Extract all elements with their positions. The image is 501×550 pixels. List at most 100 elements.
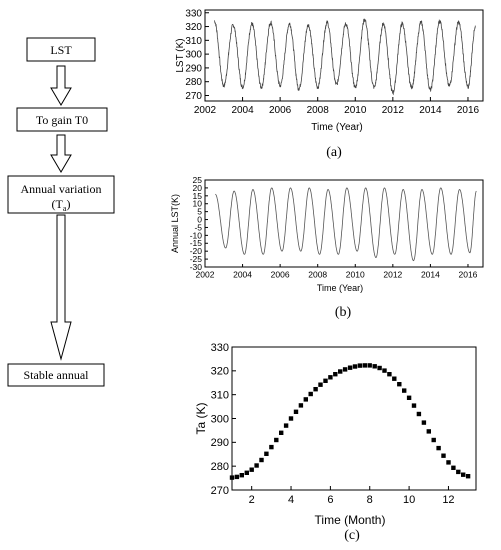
x-tick-label: 2012 — [382, 105, 405, 116]
y-tick-label: 310 — [185, 36, 202, 47]
chart-ta-monthly: 270 280 290 300 310 320 330 2 4 6 8 10 12 Time (Mon… — [194, 342, 477, 527]
chart-c-point — [392, 376, 397, 381]
y-tick-label: -30 — [190, 262, 203, 272]
y-tick-label: 330 — [185, 8, 202, 19]
y-tick-label: 15 — [193, 191, 203, 201]
flow-box-stable-annual — [7, 363, 105, 387]
x-tick-label: 8 — [367, 494, 373, 506]
y-tick-label: 300 — [211, 413, 229, 425]
chart-c-point — [387, 372, 392, 377]
chart-b-frame — [204, 179, 484, 268]
flow-arrow-3 — [50, 214, 72, 361]
y-tick-label: -10 — [190, 230, 203, 240]
chart-c-point — [283, 423, 289, 428]
y-tick-label: 290 — [185, 63, 202, 74]
chart-b-x-ticks: 2002 2004 2006 2008 2010 2012 2014 2016 — [196, 264, 478, 280]
chart-c-point — [288, 416, 294, 421]
x-tick-label: 2010 — [344, 105, 367, 116]
caption-c: (c) — [344, 528, 360, 543]
x-tick-label: 2002 — [196, 270, 215, 280]
y-tick-label: 10 — [193, 199, 203, 209]
chart-c-point — [446, 460, 451, 465]
y-tick-label: -5 — [194, 222, 202, 232]
chart-c-point — [239, 473, 244, 478]
chart-c-point — [259, 457, 264, 463]
chart-c-point — [357, 363, 363, 368]
chart-c-point — [362, 363, 367, 368]
chart-c-point — [303, 397, 308, 402]
flow-box-lst-label: LST — [50, 43, 72, 57]
flow-box-gain-t0-label: To gain T0 — [36, 113, 88, 127]
chart-a-x-axis-label: Time (Year) — [311, 122, 363, 133]
chart-c-point — [352, 364, 358, 369]
chart-c-point — [234, 474, 240, 480]
x-tick-label: 2006 — [271, 270, 290, 280]
chart-c-point — [244, 470, 249, 475]
chart-c-x-axis-label: Time (Month) — [315, 513, 386, 527]
y-tick-label: 20 — [193, 183, 203, 193]
flow-box-annual-variation-symbol: (Ta) — [52, 197, 71, 213]
chart-a-frame — [204, 9, 484, 102]
chart-c-point — [254, 463, 259, 468]
y-tick-label: 0 — [197, 215, 202, 225]
chart-c-point — [436, 445, 441, 451]
x-tick-label: 2016 — [459, 270, 478, 280]
y-tick-label: 280 — [211, 461, 229, 473]
chart-b-series — [215, 187, 477, 262]
chart-c-point — [461, 472, 466, 477]
chart-c-point — [367, 363, 372, 368]
flow-arrow-2 — [50, 134, 72, 173]
chart-a-series — [214, 18, 476, 96]
chart-c-point — [411, 403, 417, 408]
x-tick-label: 2006 — [269, 105, 292, 116]
x-tick-label: 2014 — [421, 270, 440, 280]
chart-c-point — [274, 437, 279, 443]
y-tick-label: 310 — [211, 390, 229, 402]
caption-a: (a) — [326, 145, 342, 160]
flow-box-annual-variation-label: Annual variation — [21, 182, 102, 196]
x-tick-label: 2014 — [419, 105, 442, 116]
chart-c-point — [338, 369, 343, 374]
chart-a-lst-line — [214, 18, 476, 96]
chart-c-point — [416, 411, 422, 417]
x-tick-label: 2002 — [194, 105, 217, 116]
chart-a-y-ticks: 270 280 290 300 310 320 330 — [185, 8, 209, 102]
chart-c-y-ticks: 270 280 290 300 310 320 330 — [211, 342, 236, 497]
chart-c-point — [269, 444, 274, 450]
chart-c-point — [328, 375, 333, 380]
chart-c-point — [426, 429, 431, 434]
chart-c-point — [293, 409, 299, 414]
x-tick-label: 6 — [327, 494, 333, 506]
y-tick-label: 320 — [211, 366, 229, 378]
chart-c-point — [465, 474, 471, 479]
caption-b: (b) — [335, 305, 352, 320]
chart-c-point — [333, 372, 338, 377]
y-tick-label: -25 — [190, 254, 203, 264]
chart-c-point — [279, 430, 284, 435]
chart-b-x-axis-label: Time (Year) — [317, 283, 363, 293]
chart-c-point — [298, 403, 304, 408]
flowchart: LST To gain T0 Annual variation (Ta) Sta… — [7, 37, 115, 387]
x-tick-label: 2016 — [457, 105, 480, 116]
chart-c-point — [377, 365, 382, 371]
flow-box-lst — [26, 37, 96, 62]
x-tick-label: 2010 — [346, 270, 365, 280]
flow-box-stable-annual-label: Stable annual — [24, 368, 90, 382]
chart-c-x-ticks: 2 4 6 8 10 12 — [249, 486, 455, 506]
y-tick-label: 330 — [211, 342, 229, 354]
y-tick-label: -20 — [190, 246, 203, 256]
chart-c-point — [308, 391, 313, 397]
flow-box-annual-variation — [7, 175, 115, 214]
chart-c-point — [323, 378, 328, 383]
x-tick-label: 2008 — [308, 270, 327, 280]
chart-c-point — [229, 475, 235, 480]
chart-c-point — [456, 469, 461, 475]
chart-c-series — [229, 363, 471, 480]
y-tick-label: 320 — [185, 22, 202, 33]
chart-c-point — [441, 453, 446, 458]
chart-c-point — [397, 382, 402, 387]
y-tick-label: 280 — [185, 77, 202, 88]
flow-box-gain-t0 — [16, 107, 108, 132]
